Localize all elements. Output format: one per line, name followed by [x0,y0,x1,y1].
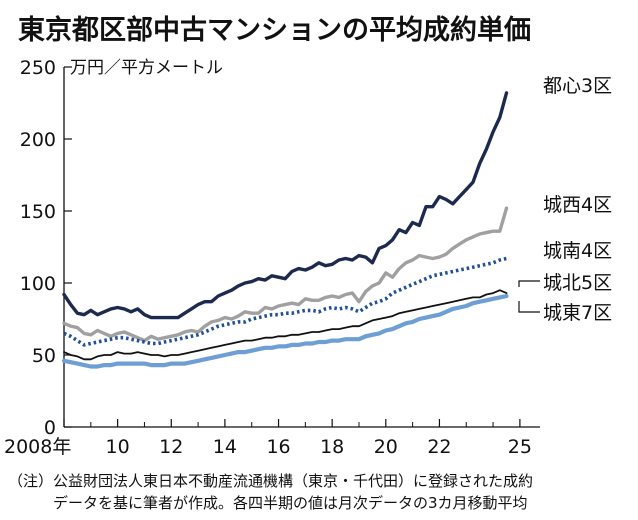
y-tick-label: 0 [44,417,56,439]
series-label-johoku: 城北5区 [543,272,612,294]
leader-line-johoku [518,280,540,287]
y-tick-label: 250 [20,57,56,79]
x-tick-label: 20 [374,436,398,458]
y-tick-label: 150 [20,201,56,223]
footnote: （注）公益財団法人東日本不動産流通機構（東京・千代田）に登録された成約 データを… [8,470,632,514]
y-axis-title: 万円／平方メートル [70,58,223,78]
footnote-line-2: データを基に筆者が作成。各四半期の値は月次データの3カ月移動平均 [8,494,528,512]
line-chart: 0 50 100 150 200 250 万円／平方メートル 2008年 10 12 14 16 18 2… [4,57,612,458]
x-tick-label: 14 [213,436,237,458]
x-tick-label: 12 [159,436,183,458]
series-label-josei: 城西4区 [543,194,612,216]
y-tick-label: 100 [20,273,56,295]
series-line-toshin [62,91,509,320]
series-line-joto [61,293,509,369]
chart-title: 東京都区部中古マンションの平均成約単価 [18,15,531,46]
series-line-johoku [63,289,508,361]
x-tick-label: 16 [266,436,290,458]
series-line-josei [62,206,509,343]
footnote-line-1: （注）公益財団法人東日本不動産流通機構（東京・千代田）に登録された成約 [8,472,534,490]
x-tick-label: 2008年 [4,436,71,458]
x-tick-label: 10 [106,436,130,458]
y-tick-label: 200 [20,129,56,151]
series-line-jonan [63,256,507,347]
x-tick-label: 18 [320,436,344,458]
x-tick-label: 25 [508,436,532,458]
x-tick-label: 22 [427,436,451,458]
series-label-joto: 城東7区 [543,302,612,324]
y-tick-label: 50 [32,345,56,367]
leader-line-joto [518,301,540,313]
series-label-toshin: 都心3区 [543,75,612,97]
series-label-jonan: 城南4区 [543,240,612,262]
